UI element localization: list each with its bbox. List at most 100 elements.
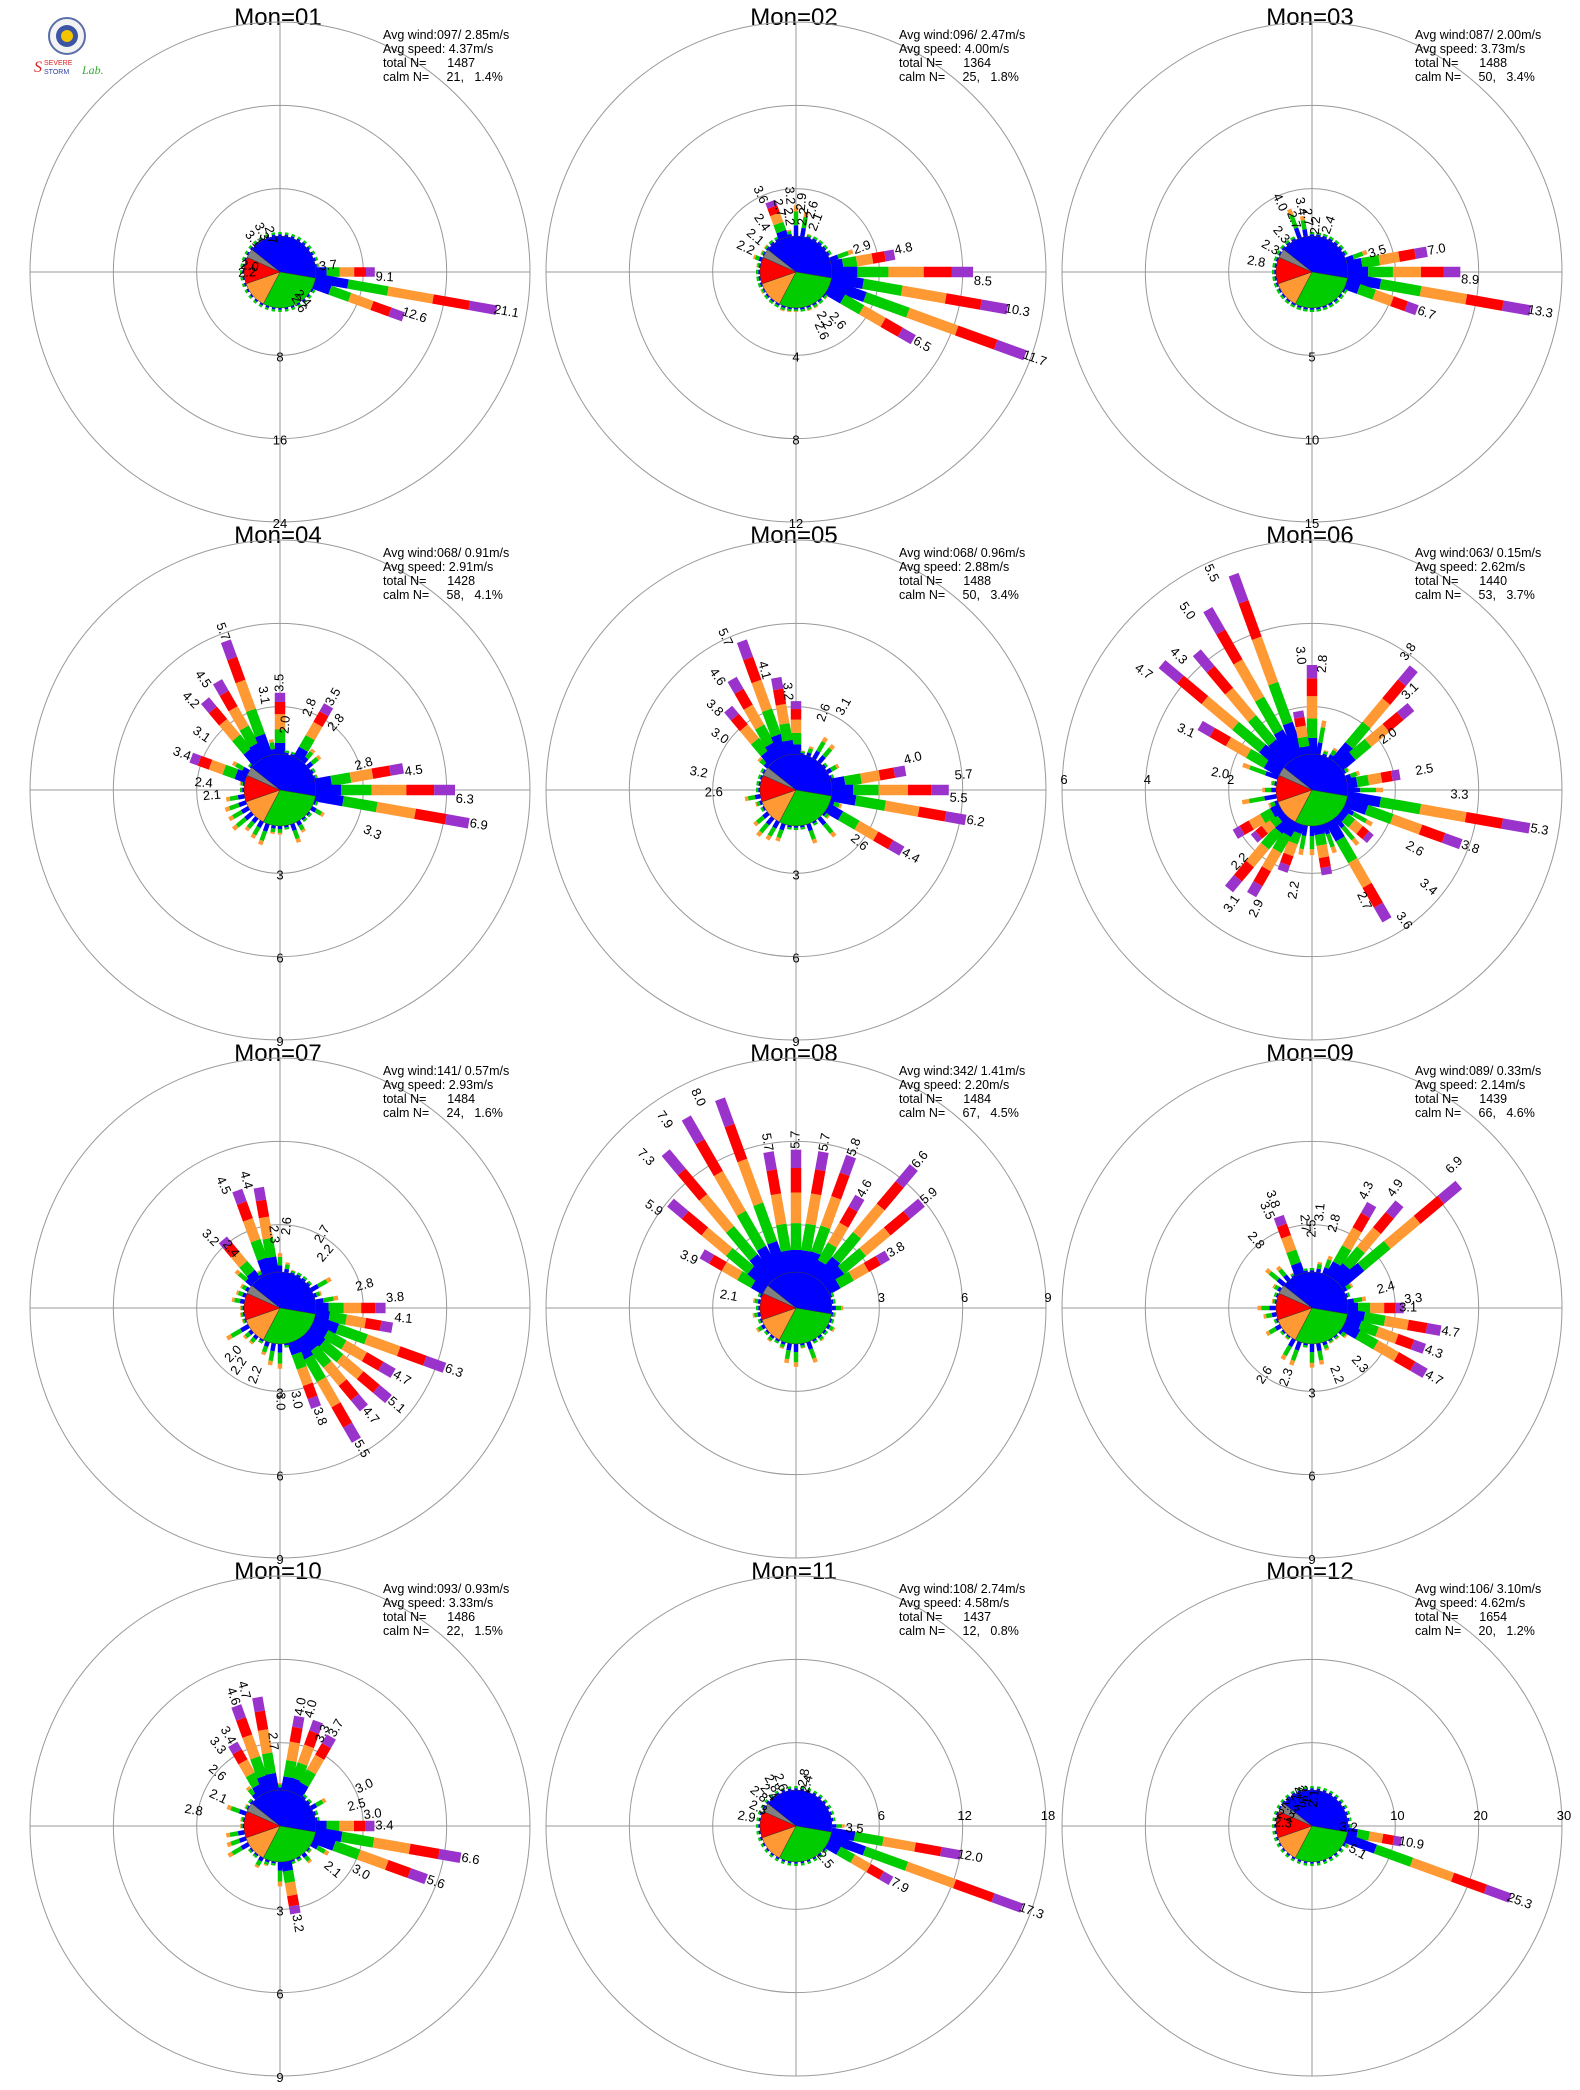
speed-segment [859, 1227, 891, 1256]
stat-calm-n: calm N= 66, 4.6% [1415, 1106, 1535, 1120]
speed-segment [811, 838, 818, 844]
speed-segment [283, 1760, 297, 1779]
direction-bar [1328, 236, 1334, 242]
speed-segment [347, 279, 389, 296]
speed-segment [862, 1846, 909, 1871]
speed-segment [1373, 1340, 1400, 1362]
speed-segment [827, 1222, 849, 1248]
stat-avg-speed: Avg speed: 2.88m/s [899, 560, 1010, 574]
wind-rose-panel: Mon=06 5.3 3.3 3.8 2.5 5.0 5.5 4.3 4.7 3.1 2.0 3.0 2… [1050, 522, 1570, 1048]
direction-bar [1316, 1261, 1323, 1273]
speed-segment [227, 656, 246, 684]
direction-bar [1272, 1283, 1282, 1292]
peak-value-label: 3.5 [1257, 1199, 1278, 1222]
speed-segment [310, 1842, 319, 1850]
speed-segment [806, 752, 812, 757]
stat-calm-n: calm N= 53, 3.7% [1415, 588, 1535, 602]
speed-segment [258, 236, 263, 241]
direction-bar [744, 794, 761, 802]
speed-segment [862, 278, 903, 296]
speed-segment [220, 639, 238, 661]
direction-bar [822, 1329, 829, 1336]
direction-bar [766, 1334, 775, 1343]
speed-segment [333, 1295, 339, 1301]
speed-segment [759, 758, 767, 766]
speed-segment [234, 1297, 241, 1304]
speed-segment [1343, 767, 1349, 773]
speed-segment [241, 283, 246, 288]
speed-segment [1277, 1286, 1282, 1292]
speed-segment [1275, 1292, 1279, 1298]
speed-segment [269, 742, 276, 750]
peak-value-label: 2.2 [1275, 1805, 1297, 1825]
speed-segment [254, 241, 259, 246]
speed-segment [768, 1853, 774, 1858]
peak-value-label: 2.9 [851, 237, 873, 257]
direction-bar [1284, 1334, 1291, 1341]
speed-segment [766, 1169, 782, 1196]
direction-bar [809, 1194, 865, 1280]
speed-segment [917, 806, 947, 822]
direction-bar [258, 302, 264, 308]
direction-bar [786, 825, 792, 830]
center-pie-slice [778, 1307, 832, 1345]
speed-segment [1279, 244, 1285, 250]
speed-segment [1398, 248, 1416, 262]
speed-segment [1273, 1214, 1287, 1228]
speed-segment [1264, 1268, 1272, 1275]
speed-segment [244, 1286, 250, 1292]
direction-bar [1273, 282, 1279, 288]
direction-bar [830, 273, 1009, 315]
direction-bar [1313, 824, 1333, 876]
speed-segment [784, 1358, 790, 1364]
center-pie-slice [778, 1825, 832, 1863]
speed-segment [1341, 813, 1356, 828]
speed-segment [1322, 235, 1328, 239]
speed-segment [325, 1276, 332, 1283]
peak-value-label: 4.9 [1384, 1176, 1407, 1199]
direction-bar [301, 1852, 313, 1864]
speed-segment [832, 1231, 862, 1264]
speed-segment [223, 1242, 239, 1258]
speed-segment [232, 810, 244, 819]
speed-segment [1300, 219, 1307, 230]
speed-segment [823, 812, 830, 819]
speed-segment [1344, 1833, 1378, 1854]
peak-value-label: 4.6 [224, 1685, 244, 1707]
center-pie-slice [262, 1825, 316, 1863]
speed-segment [806, 823, 813, 832]
speed-segment [758, 256, 763, 262]
speed-segment [888, 840, 905, 856]
speed-segment [1334, 239, 1340, 245]
direction-bar [757, 774, 763, 780]
speed-segment [237, 1830, 245, 1836]
speed-segment [1360, 254, 1381, 269]
speed-segment [1318, 1359, 1325, 1365]
peak-value-label: 6.2 [965, 812, 985, 830]
direction-bar [797, 1151, 829, 1274]
speed-segment [1275, 282, 1279, 288]
direction-bar [1270, 780, 1277, 786]
speed-segment [882, 1836, 916, 1852]
speed-segment [1339, 1798, 1344, 1804]
peak-value-label: 2.7 [1300, 207, 1317, 226]
speed-segment [244, 826, 251, 832]
direction-bar [1271, 1298, 1277, 1304]
speed-segment [1294, 716, 1306, 728]
speed-segment [423, 1355, 447, 1373]
direction-bar [764, 1847, 770, 1854]
direction-bar [284, 1343, 290, 1348]
direction-bar [800, 825, 806, 830]
speed-segment [1357, 1240, 1391, 1271]
speed-segment [1316, 742, 1323, 755]
speed-segment [1323, 1787, 1328, 1792]
direction-bar [763, 293, 770, 300]
direction-bar [293, 1734, 336, 1798]
speed-segment [1395, 1333, 1415, 1350]
direction-bar [1346, 791, 1531, 834]
panel-title: Mon=12 [1266, 1558, 1354, 1585]
speed-segment [361, 1352, 384, 1371]
speed-segment [1381, 1833, 1395, 1846]
wind-rose-svg: 10.925.33.25.12.12.72.82.22.32.22.3 10 20 3… [1061, 1575, 1571, 2077]
speed-segment [295, 837, 302, 844]
